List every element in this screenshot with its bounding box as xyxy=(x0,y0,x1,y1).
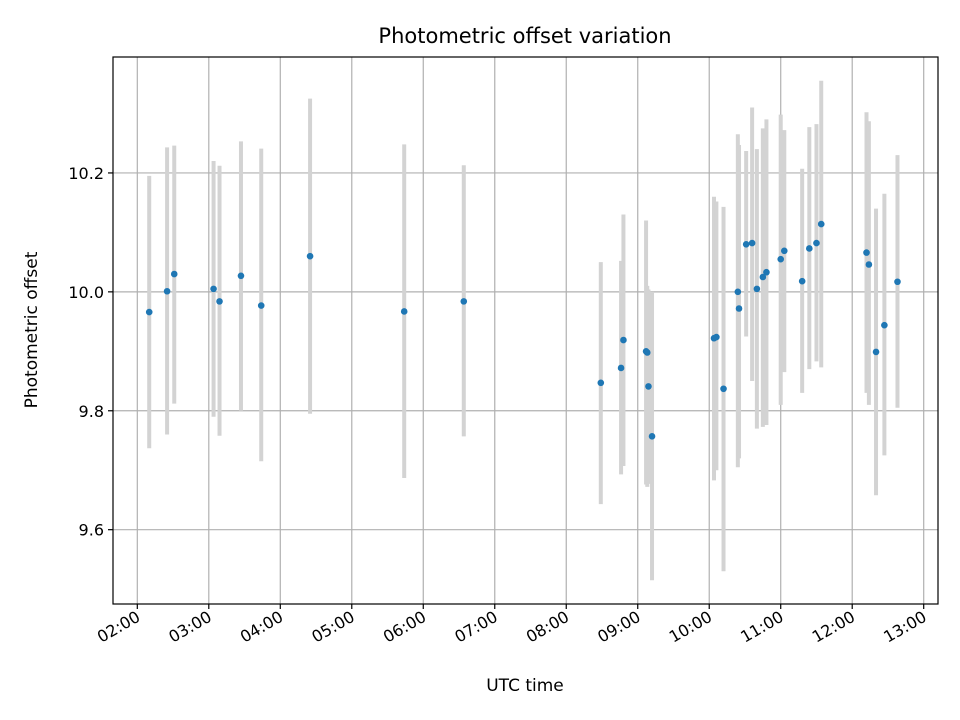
data-points xyxy=(145,220,901,440)
y-axis-label: Photometric offset xyxy=(22,251,42,408)
data-point xyxy=(645,383,652,390)
data-point xyxy=(753,285,761,293)
data-point xyxy=(872,348,880,356)
y-tick-label: 9.6 xyxy=(79,521,104,540)
chart-title: Photometric offset variation xyxy=(378,24,671,48)
data-point xyxy=(720,385,727,393)
data-point xyxy=(881,321,888,329)
y-tick-label: 9.8 xyxy=(79,402,104,421)
data-point xyxy=(257,302,265,309)
data-point xyxy=(216,298,223,305)
y-axis-ticks: 9.6 9.8 10.0 10.2 xyxy=(68,164,113,540)
y-tick-label: 10.0 xyxy=(68,283,104,302)
data-point xyxy=(163,287,171,295)
data-point xyxy=(780,247,788,255)
plot-frame xyxy=(112,56,939,605)
data-point xyxy=(742,240,750,248)
data-point xyxy=(210,285,217,293)
data-point xyxy=(460,298,468,305)
data-point xyxy=(597,379,605,387)
data-point xyxy=(237,272,245,280)
data-point xyxy=(759,273,767,281)
data-point xyxy=(620,336,627,344)
data-point xyxy=(777,255,785,263)
data-point xyxy=(400,308,408,315)
data-point xyxy=(863,249,870,256)
data-point xyxy=(713,333,720,341)
data-point xyxy=(643,349,651,356)
data-point xyxy=(865,261,873,268)
data-point xyxy=(817,220,825,228)
data-point xyxy=(648,433,656,440)
y-tick-label: 10.2 xyxy=(68,164,104,183)
data-point xyxy=(894,278,901,286)
data-point xyxy=(734,288,742,296)
data-point xyxy=(748,239,756,247)
data-point xyxy=(145,308,153,316)
data-point xyxy=(798,277,806,285)
data-point xyxy=(763,268,770,276)
data-point xyxy=(735,305,743,312)
data-point xyxy=(806,245,813,252)
data-point xyxy=(617,364,625,372)
data-point xyxy=(813,239,820,247)
data-point xyxy=(170,270,178,278)
data-point xyxy=(306,252,314,260)
x-axis-label: UTC time xyxy=(486,676,564,696)
